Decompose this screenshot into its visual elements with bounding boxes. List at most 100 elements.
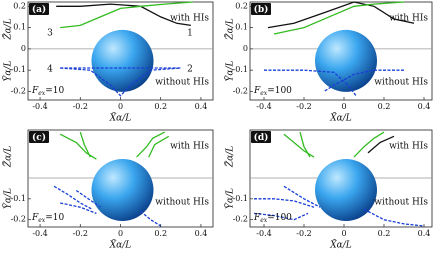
- trajectory: [59, 133, 97, 160]
- force-symbol: F: [31, 86, 39, 96]
- trajectory: [367, 135, 395, 154]
- x-tick-label: -0.4: [32, 102, 47, 111]
- trajectory: [60, 1, 193, 29]
- trajectory: [323, 69, 404, 93]
- x-tick-label: 0.4: [418, 229, 431, 238]
- y-tick-label: -0.2: [11, 86, 26, 95]
- force-symbol: F: [253, 86, 261, 96]
- y-tick-label: 0: [243, 44, 248, 53]
- y-tick-label: -0.2: [233, 86, 248, 95]
- with-label: with HIs: [389, 142, 428, 152]
- panel-label: (c): [32, 132, 46, 143]
- x-tick-label: 0: [118, 102, 123, 111]
- curve-marker: 1: [187, 29, 193, 39]
- trajectory: [60, 67, 181, 97]
- panel-label-box: (c): [29, 131, 49, 143]
- trajectory: [254, 198, 315, 208]
- with-label: with HIs: [170, 142, 209, 152]
- x-axis-label: X̃α/L: [109, 112, 132, 124]
- y-tick-label: 0: [21, 44, 26, 53]
- force-value: =100: [267, 86, 292, 96]
- y-tick-label: -0.2: [11, 215, 26, 224]
- y-tick-label: -0.1: [11, 65, 26, 74]
- trajectory: [140, 210, 162, 227]
- y-tick-label: 0.1: [235, 23, 248, 32]
- force-subscript: ex: [260, 90, 268, 97]
- without-label: without HIs: [155, 198, 209, 208]
- x-tick-label: -0.4: [32, 229, 47, 238]
- panel-label-box: (a): [29, 3, 49, 15]
- force-label: Fex=100: [253, 86, 292, 98]
- without-label: without HIs: [155, 78, 209, 88]
- x-tick-label: -0.2: [73, 102, 88, 111]
- trajectory: [79, 131, 91, 158]
- without-label: without HIs: [374, 198, 428, 208]
- y-tick-label: -0.1: [233, 194, 248, 203]
- trajectory: [253, 212, 309, 221]
- x-tick-label: 0.2: [378, 102, 391, 111]
- y-axis-label-bottom: Ỹα/L: [2, 60, 14, 81]
- x-tick-label: -0.4: [256, 229, 271, 238]
- y-tick-label: 0.2: [13, 1, 26, 10]
- trajectory: [148, 135, 170, 158]
- x-tick-label: -0.4: [256, 102, 271, 111]
- y-axis-label-top: Z̃α/L: [224, 146, 236, 168]
- trajectory: [60, 202, 97, 215]
- curve-marker: 4: [47, 65, 53, 75]
- force-label: Fex=10: [31, 213, 64, 225]
- curve-marker: 3: [47, 29, 53, 39]
- x-tick-label: -0.2: [296, 102, 311, 111]
- panel-label: (b): [254, 4, 269, 15]
- panel-label-bg: [251, 131, 271, 143]
- without-label: without HIs: [374, 78, 428, 88]
- with-label: with HIs: [389, 14, 428, 24]
- x-tick-label: 0.2: [154, 229, 167, 238]
- trajectory: [136, 131, 165, 158]
- panel-label-box: (b): [251, 3, 271, 15]
- trajectory: [53, 185, 93, 210]
- with-label: with HIs: [170, 14, 209, 24]
- y-axis-label-top: Z̃α/L: [2, 18, 14, 40]
- y-axis-label-bottom: Ỹα/L: [224, 60, 236, 81]
- sphere: [315, 29, 377, 92]
- x-tick-label: 0: [341, 229, 346, 238]
- trajectory: [283, 185, 321, 208]
- force-subscript: ex: [38, 217, 46, 224]
- curve-marker: 2: [187, 65, 193, 75]
- panel-label-bg: [251, 3, 271, 15]
- x-tick-label: -0.2: [296, 229, 311, 238]
- panel-label: (d): [254, 132, 269, 143]
- trajectory: [283, 133, 315, 158]
- panel-label-box: (d): [251, 131, 271, 143]
- force-value: =10: [45, 213, 64, 223]
- x-tick-label: 0.2: [154, 102, 167, 111]
- x-axis-label: X̃α/L: [329, 239, 352, 251]
- y-axis-label-bottom: Ỹα/L: [224, 188, 236, 209]
- force-subscript: ex: [38, 90, 46, 97]
- x-tick-label: 0.4: [195, 102, 208, 111]
- trajectory: [363, 208, 425, 227]
- x-tick-label: 0: [341, 102, 346, 111]
- force-symbol: F: [253, 213, 261, 223]
- panel-label: (a): [32, 4, 46, 15]
- trajectory: [353, 131, 385, 158]
- trajectory: [299, 131, 311, 158]
- sphere: [315, 158, 377, 221]
- y-tick-label: -0.1: [233, 65, 248, 74]
- force-value: =100: [267, 213, 292, 223]
- y-axis-label-bottom: Ỹα/L: [2, 188, 14, 209]
- x-tick-label: -0.2: [73, 229, 88, 238]
- y-tick-label: 0.2: [235, 1, 248, 10]
- trajectory: [267, 1, 415, 29]
- sphere: [91, 29, 154, 92]
- panel-label-bg: [29, 3, 49, 15]
- trajectory: [75, 189, 101, 208]
- y-tick-label: -0.1: [11, 194, 26, 203]
- trajectory: [264, 69, 357, 97]
- y-axis-label-top: Z̃α/L: [224, 18, 236, 40]
- trajectory: [273, 1, 405, 35]
- x-tick-label: 0: [118, 229, 123, 238]
- x-tick-label: 0.4: [195, 229, 208, 238]
